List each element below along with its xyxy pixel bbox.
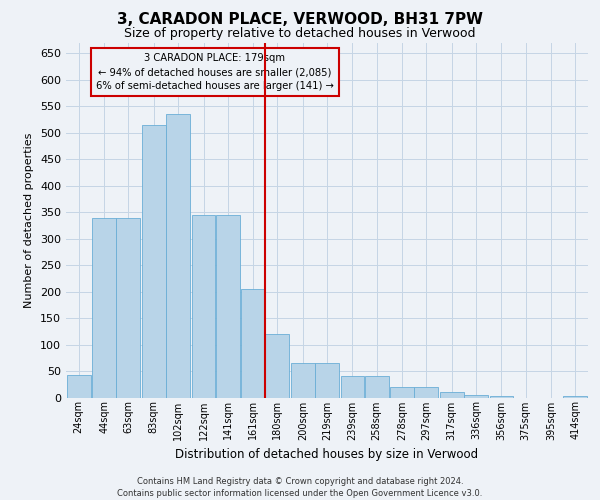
Bar [291, 363, 315, 398]
Y-axis label: Number of detached properties: Number of detached properties [25, 132, 34, 308]
Bar [390, 387, 414, 398]
Bar [191, 214, 215, 398]
Text: Contains HM Land Registry data © Crown copyright and database right 2024.
Contai: Contains HM Land Registry data © Crown c… [118, 476, 482, 498]
Bar [440, 392, 464, 398]
Bar [166, 114, 190, 398]
Bar [116, 218, 140, 398]
Bar [67, 375, 91, 398]
Bar [341, 376, 364, 398]
Bar [265, 334, 289, 398]
Bar [315, 363, 339, 398]
Text: Size of property relative to detached houses in Verwood: Size of property relative to detached ho… [124, 28, 476, 40]
Bar [365, 376, 389, 398]
Text: 3 CARADON PLACE: 179sqm
← 94% of detached houses are smaller (2,085)
6% of semi-: 3 CARADON PLACE: 179sqm ← 94% of detache… [96, 53, 334, 91]
Bar [92, 218, 116, 398]
Bar [490, 396, 514, 398]
Bar [563, 396, 587, 398]
Bar [464, 395, 488, 398]
Text: 3, CARADON PLACE, VERWOOD, BH31 7PW: 3, CARADON PLACE, VERWOOD, BH31 7PW [117, 12, 483, 28]
X-axis label: Distribution of detached houses by size in Verwood: Distribution of detached houses by size … [175, 448, 479, 461]
Bar [216, 214, 239, 398]
Bar [142, 124, 166, 398]
Bar [415, 387, 438, 398]
Bar [241, 289, 265, 398]
